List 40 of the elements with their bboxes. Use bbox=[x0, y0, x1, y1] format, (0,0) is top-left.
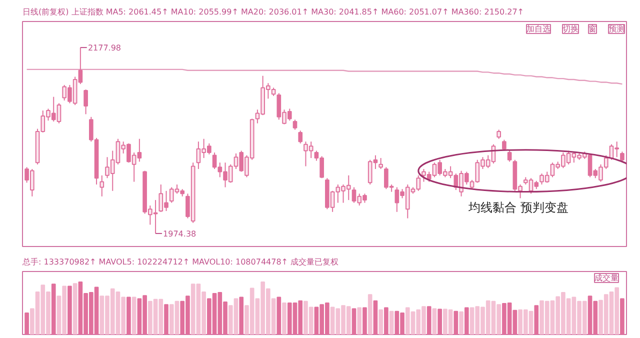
bar bbox=[464, 307, 469, 334]
bar bbox=[368, 294, 372, 334]
bar bbox=[362, 307, 367, 334]
bar bbox=[282, 302, 286, 334]
bar bbox=[276, 296, 282, 334]
bar bbox=[357, 307, 362, 334]
bar bbox=[432, 308, 437, 334]
bar bbox=[378, 309, 383, 334]
text: 窗 bbox=[588, 24, 596, 34]
candlestick bbox=[84, 89, 88, 115]
bar bbox=[126, 296, 131, 334]
bar bbox=[68, 286, 72, 334]
candlestick bbox=[292, 119, 298, 130]
candlestick bbox=[507, 150, 512, 162]
bar bbox=[352, 308, 356, 334]
candlestick bbox=[298, 130, 303, 144]
candlestick bbox=[620, 151, 624, 162]
bar bbox=[620, 298, 624, 334]
annotation: 2177.98 bbox=[88, 44, 122, 53]
bar bbox=[132, 296, 136, 334]
chart-title: 总手: 133370982↑ MAVOL5: 102224712↑ MAVOL10: 108074478↑ 成交量已复权 bbox=[22, 258, 339, 266]
annotation: 1974.38 bbox=[163, 229, 196, 238]
bar bbox=[454, 310, 458, 334]
bar bbox=[389, 310, 394, 334]
candlestick bbox=[378, 158, 383, 170]
bar bbox=[239, 296, 244, 334]
bar bbox=[438, 308, 442, 334]
bar bbox=[24, 312, 29, 334]
bar bbox=[534, 305, 539, 334]
bar bbox=[72, 283, 78, 334]
candlestick bbox=[496, 129, 501, 140]
chart-title: 日线(前复权) 上证指数 MA5: 2061.45↑ MA10: 2055.99↑ MA20: 2036.01↑ MA30: 2041.85↑ MA60: 2051.07↑ MA360: 2150.27↑ bbox=[22, 8, 524, 16]
annotation: 均线黏合 预判变盘 bbox=[467, 200, 568, 214]
bar bbox=[459, 311, 464, 334]
bar bbox=[373, 300, 378, 334]
bar bbox=[164, 304, 168, 334]
bar bbox=[384, 307, 388, 334]
candlestick bbox=[100, 174, 104, 197]
bar bbox=[51, 284, 56, 334]
bar bbox=[426, 306, 432, 334]
